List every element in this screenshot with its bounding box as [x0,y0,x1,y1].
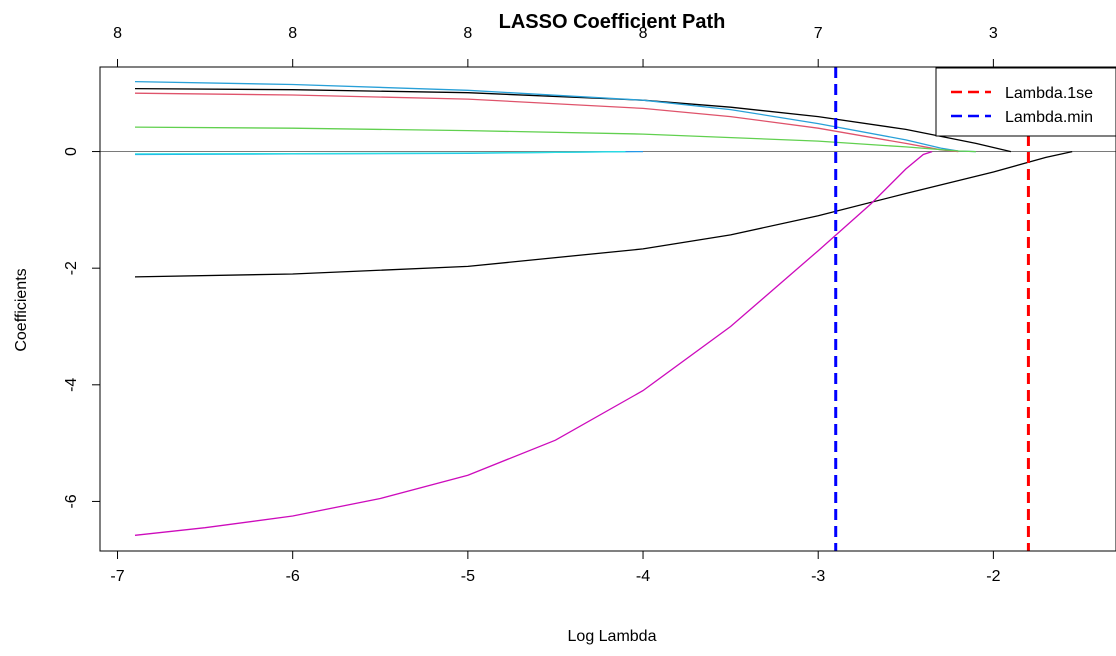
y-tick-label: -4 [63,378,80,392]
y-tick-label: -6 [63,494,80,508]
x-tick-label: -5 [461,568,475,585]
top-tick-label: 3 [989,25,998,42]
legend: Lambda.1se Lambda.min [935,67,1116,137]
x-tick-label: -6 [286,568,300,585]
axis-layer: -7 -6 -5 -4 -3 -2 8 8 8 8 7 3 -6 -4 -2 0 [63,25,1116,585]
plot-layer [100,67,1116,551]
coef-path-1 [134,87,1012,153]
x-axis-label: Log Lambda [568,628,657,645]
top-tick-label: 8 [113,25,122,42]
coef-path-2 [134,80,976,153]
y-tick-label: -2 [63,261,80,275]
legend-label: Lambda.min [1005,109,1093,126]
coef-path-8 [134,150,933,536]
x-tick-label: -4 [636,568,650,585]
coef-path-4 [134,126,976,153]
top-tick-label: 8 [463,25,472,42]
y-tick-label: 0 [63,147,80,156]
coef-path-6 [134,150,626,155]
legend-label: Lambda.1se [1005,85,1093,102]
x-tick-label: -3 [811,568,825,585]
plot-border [99,66,1116,552]
legend-box [935,67,1116,137]
coef-path-3 [134,92,959,153]
y-axis-label: Coefficients [13,268,30,351]
x-tick-label: -7 [110,568,124,585]
top-tick-label: 7 [814,25,823,42]
top-tick-label: 8 [288,25,297,42]
x-tick-label: -2 [986,568,1000,585]
chart-title: LASSO Coefficient Path [499,11,726,33]
top-tick-label: 8 [639,25,648,42]
coef-path-7 [134,150,1073,278]
